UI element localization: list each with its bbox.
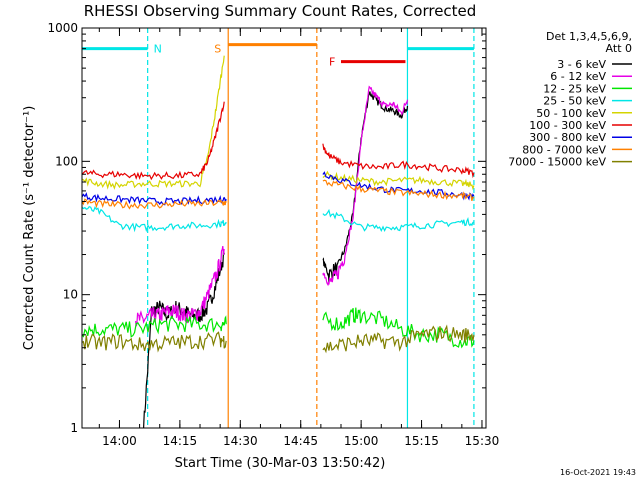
legend-label-3-6kev: 3 - 6 keV	[557, 58, 606, 71]
series-line-7000-15000kev-seg0	[81, 331, 227, 353]
y-tick-label-1: 10	[63, 288, 78, 302]
legend-label-7000-15000kev: 7000 - 15000 keV	[508, 156, 606, 169]
x-tick-label-5: 15:15	[404, 434, 439, 448]
series-line-12-25kev-seg0	[81, 315, 227, 338]
x-tick-label-0: 14:00	[102, 434, 137, 448]
flag-label-n: N	[154, 43, 162, 56]
legend-label-50-100kev: 50 - 100 keV	[536, 107, 606, 120]
legend-label-25-50kev: 25 - 50 keV	[543, 95, 606, 108]
y-tick-label-3: 1000	[47, 21, 78, 35]
legend-title-line2: Att 0	[606, 42, 632, 55]
x-tick-label-3: 14:45	[283, 434, 318, 448]
series-line-25-50kev-seg1	[322, 208, 475, 233]
legend-label-800-7000kev: 800 - 7000 keV	[522, 143, 606, 156]
series-line-300-800kev-seg0	[81, 192, 227, 206]
x-tick-label-6: 15:30	[465, 434, 500, 448]
legend-label-6-12kev: 6 - 12 keV	[550, 70, 606, 83]
legend-title-line1: Det 1,3,4,5,6,9,	[546, 30, 632, 43]
series-line-100-300kev-seg0	[81, 101, 225, 181]
series-line-7000-15000kev-seg1	[322, 324, 475, 354]
series-line-100-300kev-seg1	[322, 143, 475, 179]
series-line-50-100kev-seg0	[81, 55, 225, 190]
plot-area: N S F	[81, 28, 475, 429]
legend-label-100-300kev: 100 - 300 keV	[529, 119, 606, 132]
y-tick-label-2: 100	[55, 154, 78, 168]
x-tick-label-2: 14:30	[223, 434, 258, 448]
series-line-800-7000kev-seg1	[322, 179, 475, 202]
plot-frame	[81, 27, 487, 429]
footer-date: 16-Oct-2021 19:43	[560, 468, 636, 477]
x-axis-label: Start Time (30-Mar-03 13:50:42)	[175, 456, 386, 471]
y-tick-label-0: 1	[70, 421, 78, 435]
series-line-6-12kev-seg1	[322, 85, 409, 287]
flag-label-s: S	[214, 43, 221, 56]
x-tick-label-4: 15:00	[344, 434, 379, 448]
y-axis-label: Corrected Count Rate (s⁻¹ detector⁻¹)	[22, 106, 37, 351]
series-line-6-12kev-seg0	[135, 245, 225, 327]
series-line-25-50kev-seg0	[81, 205, 227, 233]
series-line-12-25kev-seg1	[322, 307, 475, 349]
chart-title: RHESSI Observing Summary Count Rates, Co…	[84, 2, 477, 20]
x-tick-label-1: 14:15	[163, 434, 198, 448]
legend-label-12-25kev: 12 - 25 keV	[543, 82, 606, 95]
series-line-800-7000kev-seg0	[81, 198, 227, 210]
legend-label-300-800kev: 300 - 800 keV	[529, 131, 606, 144]
flag-label-f: F	[329, 56, 335, 69]
